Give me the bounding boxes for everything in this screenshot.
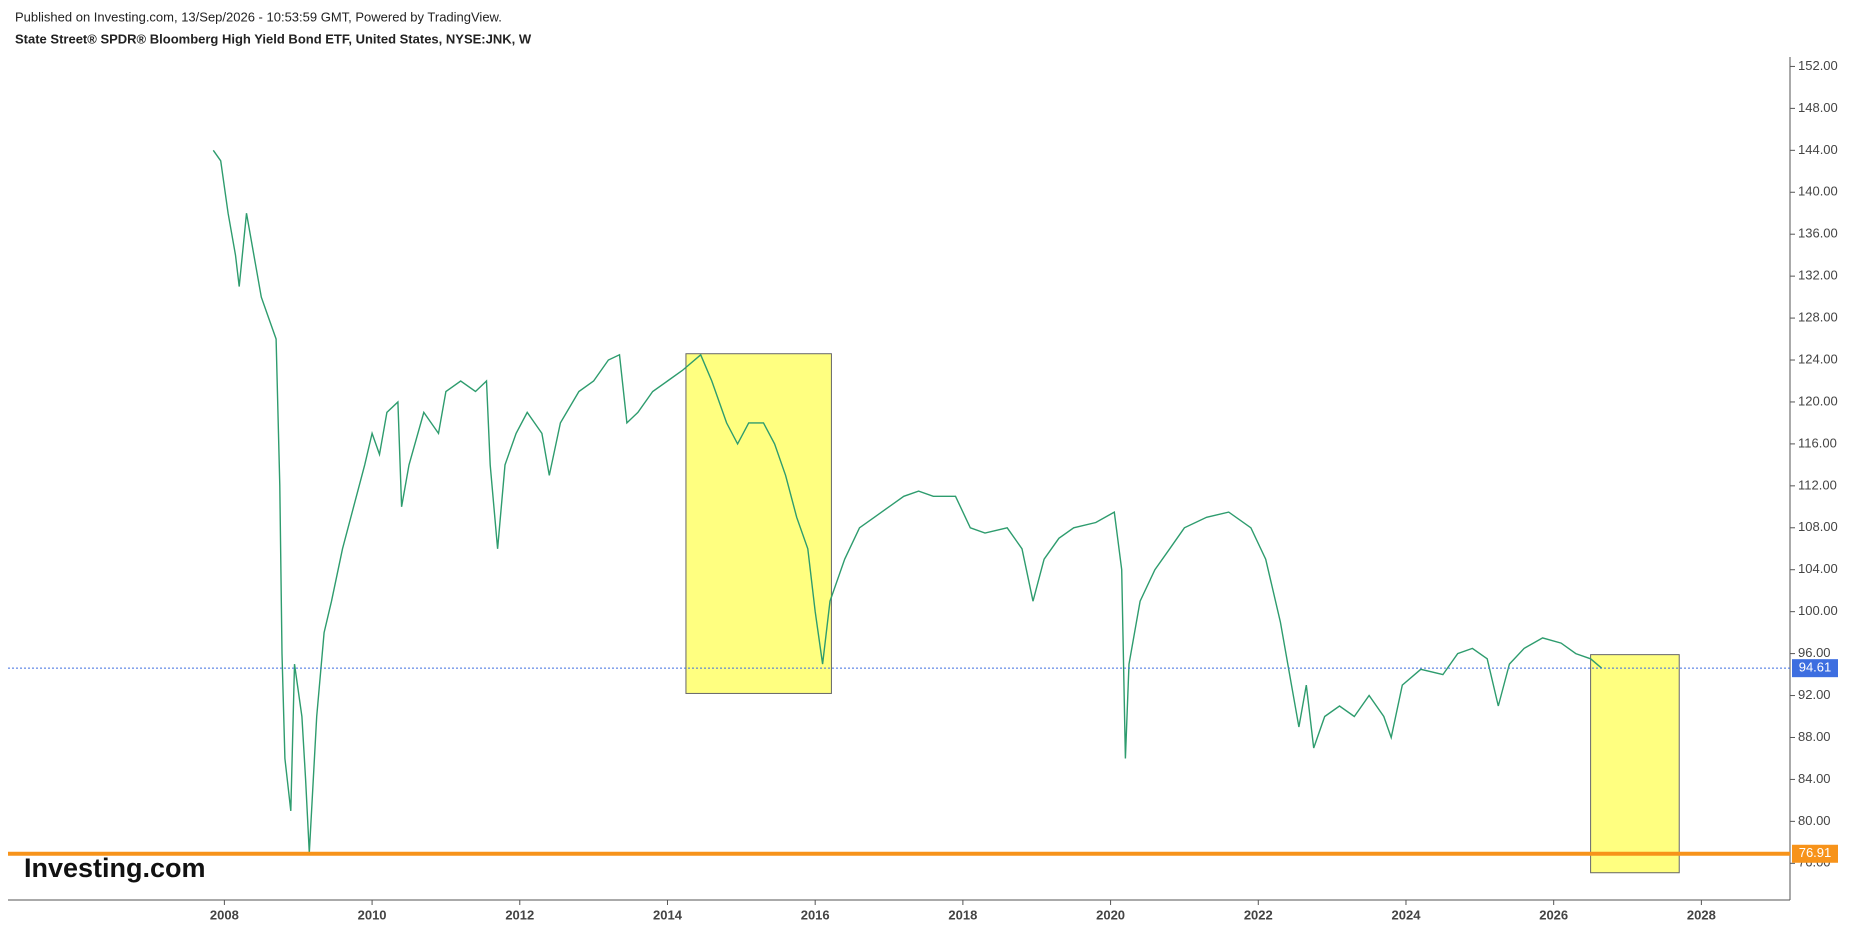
highlight-box bbox=[1590, 654, 1680, 874]
y-tick-label: 140.00 bbox=[1798, 184, 1838, 199]
support-label: 76.91 bbox=[1799, 845, 1832, 860]
y-tick-label: 100.00 bbox=[1798, 603, 1838, 618]
x-tick-label: 2026 bbox=[1539, 907, 1568, 922]
x-tick-label: 2012 bbox=[505, 907, 534, 922]
x-tick-label: 2020 bbox=[1096, 907, 1125, 922]
y-tick-label: 120.00 bbox=[1798, 393, 1838, 408]
x-tick-label: 2008 bbox=[210, 907, 239, 922]
y-tick-label: 152.00 bbox=[1798, 58, 1838, 73]
y-tick-label: 80.00 bbox=[1798, 813, 1831, 828]
watermark: Investing.com bbox=[24, 853, 206, 883]
y-tick-label: 132.00 bbox=[1798, 268, 1838, 283]
x-tick-label: 2010 bbox=[358, 907, 387, 922]
y-tick-label: 128.00 bbox=[1798, 310, 1838, 325]
x-tick-label: 2018 bbox=[948, 907, 977, 922]
x-tick-label: 2014 bbox=[653, 907, 683, 922]
y-tick-label: 88.00 bbox=[1798, 729, 1831, 744]
highlight-box bbox=[685, 353, 832, 694]
chart-title: State Street® SPDR® Bloomberg High Yield… bbox=[15, 31, 532, 46]
y-tick-label: 92.00 bbox=[1798, 687, 1831, 702]
y-tick-label: 96.00 bbox=[1798, 645, 1831, 660]
y-tick-label: 104.00 bbox=[1798, 561, 1838, 576]
published-note: Published on Investing.com, 13/Sep/2026 … bbox=[15, 9, 502, 24]
x-tick-label: 2028 bbox=[1687, 907, 1716, 922]
y-tick-label: 148.00 bbox=[1798, 100, 1838, 115]
support-tag bbox=[1792, 844, 1838, 863]
x-tick-label: 2022 bbox=[1244, 907, 1273, 922]
y-tick-label: 136.00 bbox=[1798, 226, 1838, 241]
x-tick-label: 2016 bbox=[801, 907, 830, 922]
current-price-tag bbox=[1792, 659, 1838, 678]
y-tick-label: 108.00 bbox=[1798, 519, 1838, 534]
price-line bbox=[212, 149, 1603, 853]
x-tick-label: 2024 bbox=[1392, 907, 1422, 922]
y-tick-label: 84.00 bbox=[1798, 771, 1831, 786]
y-tick-label: 112.00 bbox=[1798, 477, 1837, 492]
y-tick-label: 124.00 bbox=[1798, 351, 1838, 366]
current-price-label: 94.61 bbox=[1799, 660, 1832, 675]
y-tick-label: 116.00 bbox=[1798, 435, 1837, 450]
y-tick-label: 144.00 bbox=[1798, 142, 1838, 157]
